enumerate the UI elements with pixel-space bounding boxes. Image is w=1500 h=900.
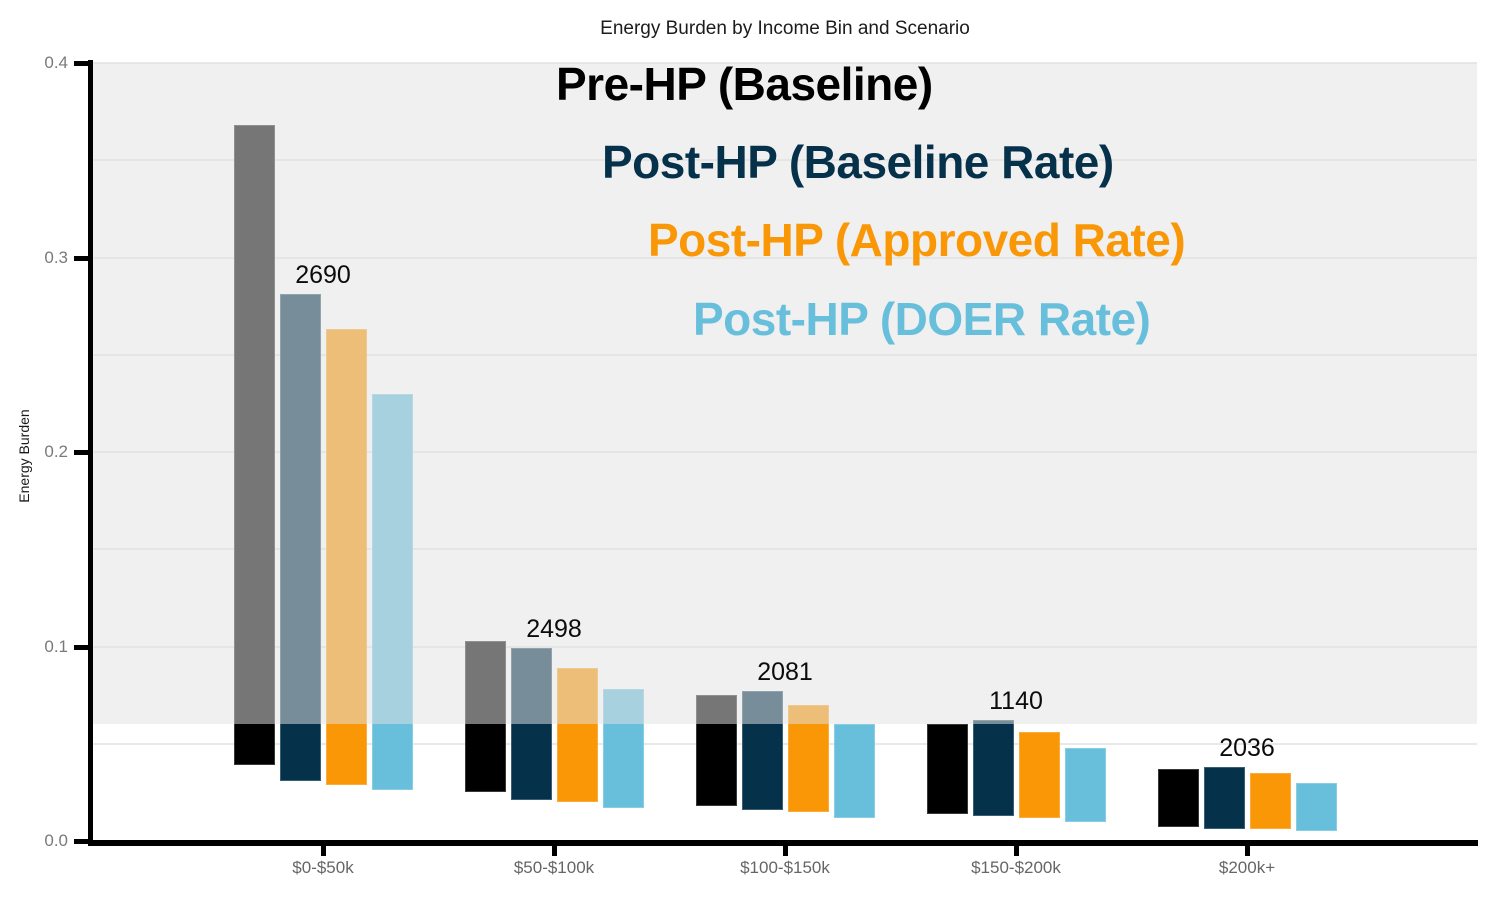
count-label: 2036 [1219, 734, 1275, 763]
bar-s0-g4 [1157, 769, 1199, 828]
y-tick-label: 0.4 [44, 53, 68, 72]
x-tick-mark [783, 846, 788, 856]
y-tick-mark [74, 644, 88, 650]
y-tick-mark [74, 61, 88, 66]
legend-item-pre-hp-baseline: Pre-HP (Baseline) [556, 58, 933, 110]
y-tick-label: 0.1 [44, 636, 68, 656]
bar-s2-g4 [1249, 772, 1291, 830]
legend-item-post-hp-baseline-rate: Post-HP (Baseline Rate) [602, 136, 1114, 188]
legend-item-post-hp-doer-rate: Post-HP (DOER Rate) [693, 293, 1151, 345]
y-tick-label: 0.2 [44, 442, 68, 461]
count-label: 2498 [526, 615, 582, 644]
gridline [93, 742, 1477, 745]
x-tick-mark [1014, 846, 1019, 856]
y-axis-line [88, 60, 93, 846]
count-label: 2690 [295, 261, 351, 290]
x-tick-label: $50-$100k [513, 858, 595, 877]
y-tick-label: 0.0 [44, 831, 68, 850]
bar-s0-g3 [926, 724, 968, 814]
x-tick-mark [321, 846, 326, 856]
y-tick-mark [74, 839, 88, 844]
x-tick-mark [552, 846, 557, 856]
y-tick-mark [74, 450, 88, 455]
bar-s3-g2 [833, 724, 875, 818]
bar-s3-g4 [1295, 782, 1337, 832]
bar-s3-g3 [1064, 747, 1106, 822]
count-label: 1140 [989, 687, 1043, 716]
count-label: 2081 [757, 658, 813, 687]
threshold-band [93, 63, 1477, 725]
bar-s2-g3 [1018, 732, 1060, 818]
bar-s1-g4 [1203, 767, 1245, 830]
legend-item-post-hp-approved-rate: Post-HP (Approved Rate) [648, 214, 1186, 266]
x-tick-label: $0-$50k [292, 858, 354, 877]
y-tick-mark [74, 255, 88, 261]
x-axis-line [88, 840, 1478, 846]
bar-s1-g3 [972, 720, 1014, 816]
x-tick-label: $150-$200k [971, 858, 1061, 877]
y-tick-label: 0.3 [44, 247, 68, 267]
x-tick-label: $100-$150k [740, 858, 830, 877]
chart-title: Energy Burden by Income Bin and Scenario [600, 18, 970, 39]
x-tick-mark [1245, 846, 1250, 856]
x-tick-label: $200k+ [1218, 858, 1276, 877]
plot-area: 2690 2498 2081 1140 2036 [93, 62, 1477, 841]
